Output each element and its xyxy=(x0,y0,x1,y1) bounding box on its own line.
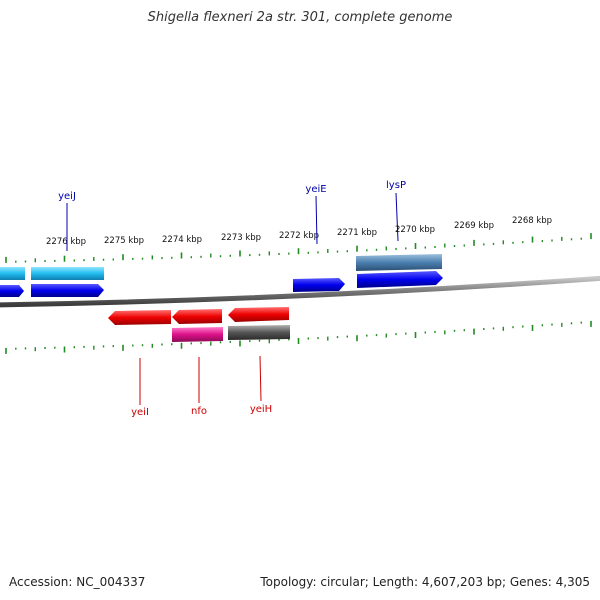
gene-label-lysP[interactable]: lysP xyxy=(386,180,406,191)
scale-label: 2273 kbp xyxy=(221,233,261,243)
genome-summary-text: Topology: circular; Length: 4,607,203 bp… xyxy=(260,575,590,589)
cds-arrow-yeiH[interactable] xyxy=(228,307,289,322)
cds-arrow-forward[interactable] xyxy=(0,285,24,297)
scale-label: 2275 kbp xyxy=(104,236,144,246)
ruler-forward xyxy=(5,233,592,263)
label-leader-lysP xyxy=(395,192,399,242)
cds-arrow-nfo[interactable] xyxy=(172,309,222,324)
gene-feature-lysP[interactable] xyxy=(356,254,442,271)
scale-label: 2271 kbp xyxy=(337,228,377,238)
scale-label: 2276 kbp xyxy=(46,237,86,247)
label-leader-yeiE xyxy=(315,195,318,245)
ruler-reverse xyxy=(5,320,592,354)
gene-label-nfo[interactable]: nfo xyxy=(191,406,207,417)
gene-label-yeiI[interactable]: yeiI xyxy=(131,407,149,418)
genome-backbone xyxy=(0,275,600,308)
gene-feature-yeiH[interactable] xyxy=(228,325,290,340)
gene-label-yeiJ[interactable]: yeiJ xyxy=(58,191,76,202)
scale-label: 2269 kbp xyxy=(454,221,494,231)
scale-label: 2274 kbp xyxy=(162,235,202,245)
label-leader-yeiH xyxy=(259,355,262,402)
gene-feature-nfo[interactable] xyxy=(172,327,223,342)
accession-text: Accession: NC_004337 xyxy=(9,575,146,589)
cds-arrow-yeiE[interactable] xyxy=(293,278,345,292)
gene-feature-yeiJ[interactable] xyxy=(31,267,104,280)
scale-label: 2270 kbp xyxy=(395,225,435,235)
gene-label-yeiE[interactable]: yeiE xyxy=(305,184,326,195)
gene-label-yeiH[interactable]: yeiH xyxy=(250,404,272,415)
scale-label: 2272 kbp xyxy=(279,231,319,241)
cds-arrow-yeiI[interactable] xyxy=(108,310,171,325)
map-title: Shigella flexneri 2a str. 301, complete … xyxy=(147,10,453,25)
scale-label: 2268 kbp xyxy=(512,216,552,226)
cds-arrow-lysP[interactable] xyxy=(357,271,443,288)
cds-arrow-yeiJ[interactable] xyxy=(31,284,104,297)
gene-feature-forward[interactable] xyxy=(0,267,25,280)
